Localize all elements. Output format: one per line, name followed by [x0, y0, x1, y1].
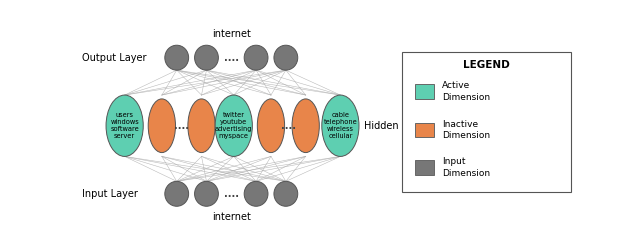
Text: Inactive
Dimension: Inactive Dimension: [442, 120, 490, 140]
Text: Output Layer: Output Layer: [83, 53, 147, 63]
Text: Hidden Layer: Hidden Layer: [364, 121, 429, 131]
Text: Active
Dimension: Active Dimension: [442, 81, 490, 102]
Text: ....: ....: [224, 53, 239, 63]
Text: internet: internet: [212, 29, 251, 40]
Ellipse shape: [195, 45, 218, 70]
Ellipse shape: [244, 45, 268, 70]
Ellipse shape: [148, 99, 175, 153]
FancyBboxPatch shape: [415, 123, 434, 137]
Ellipse shape: [257, 99, 285, 153]
Text: ....: ....: [281, 121, 296, 131]
Ellipse shape: [322, 95, 359, 156]
Text: Input Layer: Input Layer: [83, 189, 138, 199]
FancyBboxPatch shape: [403, 52, 571, 192]
Text: users
windows
software
server: users windows software server: [110, 112, 139, 139]
Ellipse shape: [274, 45, 298, 70]
Text: ....: ....: [174, 121, 189, 131]
Ellipse shape: [165, 45, 189, 70]
FancyBboxPatch shape: [415, 160, 434, 175]
Text: LEGEND: LEGEND: [463, 60, 510, 70]
Ellipse shape: [244, 181, 268, 206]
Ellipse shape: [165, 181, 189, 206]
Text: cable
telephone
wireless
cellular: cable telephone wireless cellular: [324, 112, 357, 139]
Ellipse shape: [215, 95, 252, 156]
Text: internet: internet: [212, 212, 251, 222]
Ellipse shape: [106, 95, 143, 156]
Text: ....: ....: [224, 189, 239, 199]
Ellipse shape: [274, 181, 298, 206]
Ellipse shape: [292, 99, 319, 153]
FancyBboxPatch shape: [415, 84, 434, 99]
Ellipse shape: [195, 181, 218, 206]
Text: Input
Dimension: Input Dimension: [442, 157, 490, 178]
Ellipse shape: [188, 99, 215, 153]
Text: twitter
youtube
advertising
myspace: twitter youtube advertising myspace: [215, 112, 253, 139]
